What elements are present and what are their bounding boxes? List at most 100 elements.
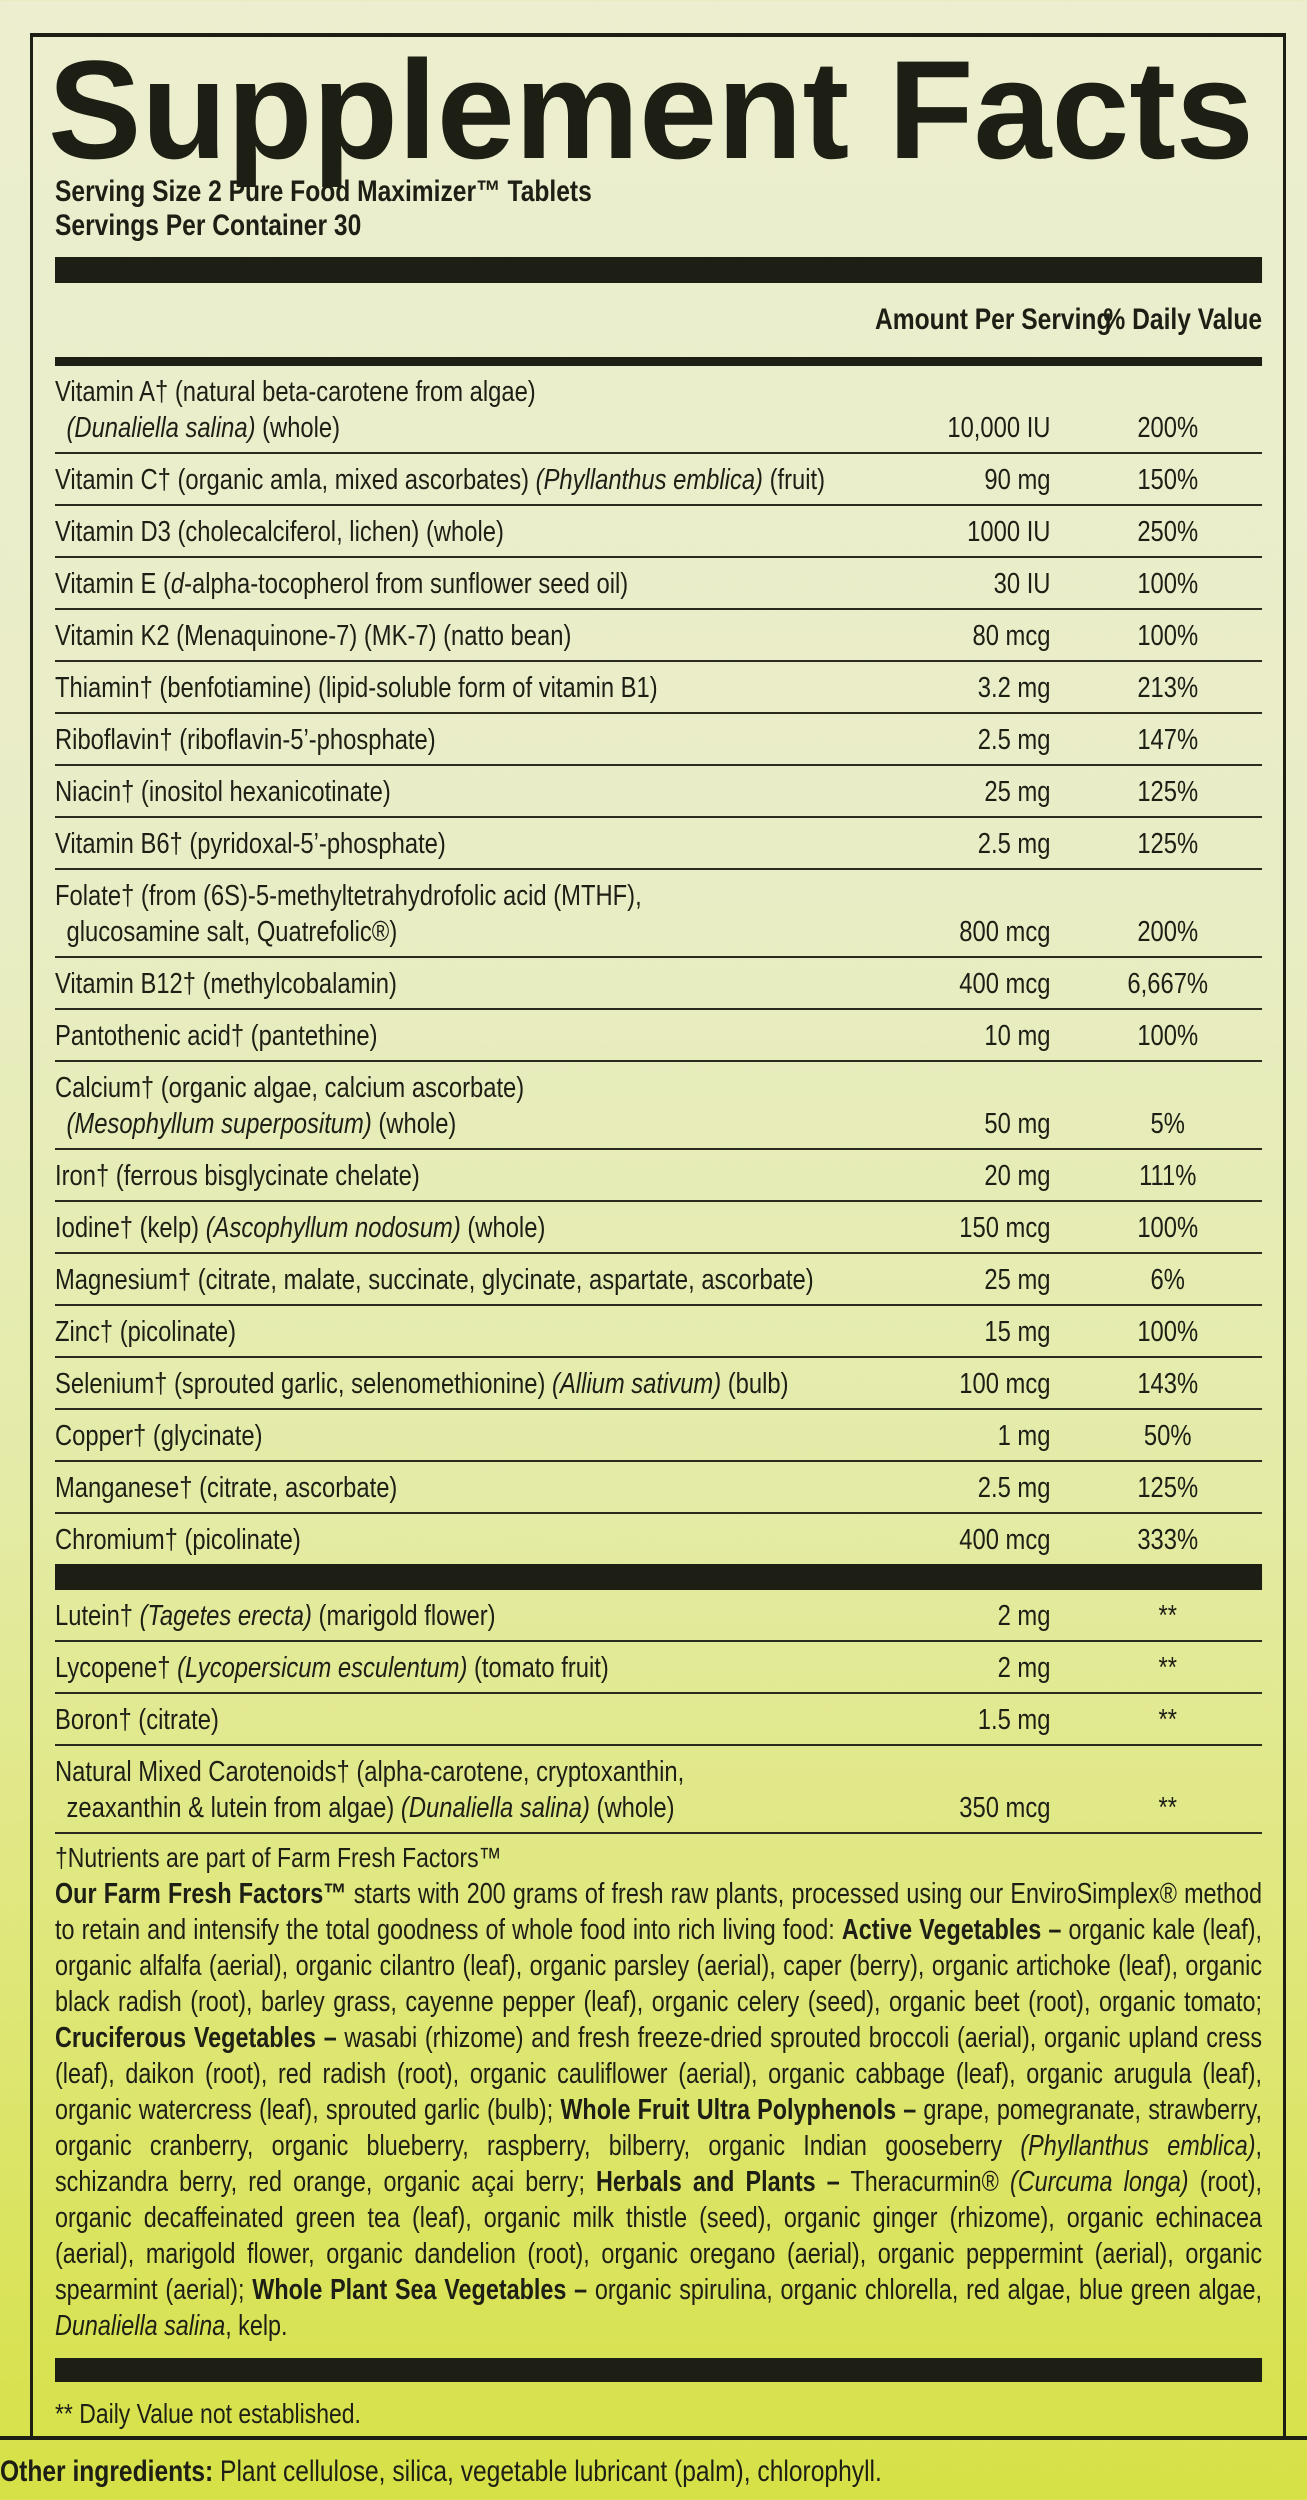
nutrient-name: (Dunaliella salina) (whole)	[55, 410, 870, 446]
row-divider	[55, 1512, 1263, 1514]
serving-size: Serving Size 2 Pure Food Maximizer™ Tabl…	[55, 175, 592, 208]
nutrient-name: Pantothenic acid† (pantethine)	[55, 1018, 870, 1054]
nutrient-row: Vitamin B12† (methylcobalamin) 400 mcg 6,6…	[55, 958, 1262, 1008]
row-divider	[55, 1832, 1263, 1834]
nutrient-row: Iodine† (kelp) (Ascophyllum nodosum) (wh…	[55, 1202, 1262, 1252]
nutrient-amount: 400 mcg	[959, 968, 1051, 1000]
nutrient-daily-value: 100%	[1137, 568, 1199, 600]
header-divider	[55, 357, 1263, 366]
nutrient-row: Vitamin K2 (Menaquinone-7) (MK-7) (natto…	[55, 610, 1262, 660]
nutrient-amount: 2 mg	[997, 1600, 1051, 1632]
nutrient-amount: 2 mg	[997, 1652, 1051, 1684]
row-divider	[55, 1008, 1263, 1010]
farm-fresh-description: Our Farm Fresh Factors™ starts with 200 …	[55, 1876, 1262, 2344]
nutrient-daily-value: 333%	[1137, 1524, 1199, 1556]
text-segment: Theracurmin®	[839, 2166, 1010, 2198]
nutrient-name: Vitamin D3 (cholecalciferol, lichen) (wh…	[55, 514, 870, 550]
row-divider	[55, 660, 1263, 662]
nutrient-row: Natural Mixed Carotenoids† (alpha-carote…	[55, 1746, 1262, 1832]
nutrient-daily-value: 50%	[1143, 1420, 1192, 1452]
text-segment: Vitamin D3 (cholecalciferol, lichen) (wh…	[55, 516, 504, 548]
nutrient-row: Chromium† (picolinate) 400 mcg 333%	[55, 1514, 1262, 1564]
text-segment: (Curcuma longa)	[1009, 2166, 1189, 2198]
nutrient-name: Magnesium† (citrate, malate, succinate, …	[55, 1262, 870, 1298]
text-segment: Chromium† (picolinate)	[55, 1524, 301, 1556]
nutrient-row: Folate† (from (6S)-5-methyltetrahydrofol…	[55, 870, 1262, 956]
nutrient-name: Vitamin C† (organic amla, mixed ascorbat…	[55, 462, 870, 498]
row-divider	[55, 868, 1263, 870]
nutrient-row: Thiamin† (benfotiamine) (lipid-soluble f…	[55, 662, 1262, 712]
nutrient-amount: 30 IU	[993, 568, 1051, 600]
text-segment: Vitamin B6† (pyridoxal-5’-phosphate)	[55, 828, 446, 860]
text-segment: Boron† (citrate)	[55, 1704, 219, 1736]
nutrient-daily-value: **	[1158, 1652, 1177, 1684]
nutrient-name: Chromium† (picolinate)	[55, 1522, 870, 1558]
row-divider	[55, 1460, 1263, 1462]
supplement-table: Amount Per Serving % Daily Value Vitamin…	[55, 257, 1262, 2442]
nutrient-daily-value: 100%	[1137, 1212, 1199, 1244]
nutrient-daily-value: **	[1158, 1600, 1177, 1632]
row-divider	[55, 1408, 1263, 1410]
text-segment: (whole)	[371, 1108, 457, 1140]
nutrient-name: (Mesophyllum superpositum) (whole)	[55, 1106, 870, 1142]
nutrient-amount: 150 mcg	[959, 1212, 1051, 1244]
row-divider	[55, 1148, 1263, 1150]
nutrient-name: Iodine† (kelp) (Ascophyllum nodosum) (wh…	[55, 1210, 870, 1246]
text-segment: (Phyllanthus emblica)	[1020, 2130, 1256, 2162]
nutrient-rows: Vitamin A† (natural beta-carotene from a…	[55, 366, 1263, 1564]
text-segment: Copper† (glycinate)	[55, 1420, 263, 1452]
nutrient-daily-value: 143%	[1137, 1368, 1199, 1400]
text-segment: Lutein†	[55, 1600, 140, 1632]
row-divider	[55, 1304, 1263, 1306]
text-segment: Zinc† (picolinate)	[55, 1316, 237, 1348]
label-title: Supplement Facts	[48, 31, 1254, 188]
text-segment: (fruit)	[762, 464, 826, 496]
text-segment: zeaxanthin & lutein from algae)	[66, 1792, 401, 1824]
nutrient-amount: 2.5 mg	[977, 724, 1051, 756]
nutrient-amount: 90 mg	[984, 464, 1051, 496]
text-segment: (Ascophyllum nodosum)	[205, 1212, 461, 1244]
dagger-footnote: †Nutrients are part of Farm Fresh Factor…	[55, 1842, 502, 1873]
nutrient-amount: 100 mcg	[959, 1368, 1051, 1400]
text-segment: (Dunaliella salina)	[400, 1792, 590, 1824]
text-segment: (marigold flower)	[311, 1600, 496, 1632]
text-segment: grape, pomegranate, strawberry, organic …	[55, 2094, 1263, 2162]
nutrient-row: Iron† (ferrous bisglycinate chelate) 20 m…	[55, 1150, 1262, 1200]
nutrient-name: Calcium† (organic algae, calcium ascorba…	[55, 1070, 870, 1106]
nutrient-name: Folate† (from (6S)-5-methyltetrahydrofol…	[55, 878, 870, 914]
nutrient-amount: 2.5 mg	[977, 828, 1051, 860]
nutrient-amount: 80 mcg	[972, 620, 1051, 652]
amount-header: Amount Per Serving	[875, 303, 1112, 336]
text-segment: (Tagetes erecta)	[139, 1600, 312, 1632]
text-segment: (root), organic decaffeinated green tea …	[55, 2166, 1263, 2306]
other-nutrient-rows: Lutein† (Tagetes erecta) (marigold flowe…	[55, 1590, 1263, 1832]
text-segment: Riboflavin† (riboflavin-5’-phosphate)	[55, 724, 436, 756]
thick-divider	[55, 2358, 1263, 2382]
nutrient-daily-value: 200%	[1137, 916, 1199, 948]
thick-divider	[55, 1564, 1263, 1590]
daily-value-header: % Daily Value	[1103, 303, 1263, 336]
nutrient-amount: 1.5 mg	[977, 1704, 1051, 1736]
text-segment: (Allium sativum)	[552, 1368, 722, 1400]
text-segment: Pantothenic acid† (pantethine)	[55, 1020, 378, 1052]
nutrient-amount: 2.5 mg	[977, 1472, 1051, 1504]
nutrient-amount: 350 mcg	[959, 1792, 1051, 1824]
text-segment: wasabi (rhizome) and fresh freeze-dried …	[55, 2022, 1263, 2126]
row-divider	[55, 504, 1263, 506]
nutrient-amount: 10,000 IU	[947, 412, 1051, 444]
nutrient-amount: 25 mg	[984, 1264, 1051, 1296]
nutrient-name: zeaxanthin & lutein from algae) (Dunalie…	[55, 1790, 870, 1826]
text-segment: (bulb)	[721, 1368, 789, 1400]
nutrient-daily-value: 5%	[1150, 1108, 1185, 1140]
row-divider	[55, 1356, 1263, 1358]
nutrient-daily-value: 111%	[1139, 1160, 1197, 1192]
text-segment: Our Farm Fresh Factors™	[55, 1878, 347, 1910]
nutrient-name: Vitamin B6† (pyridoxal-5’-phosphate)	[55, 826, 870, 862]
row-divider	[55, 608, 1263, 610]
text-segment: organic kale (leaf), organic alfalfa (ae…	[55, 1914, 1263, 2018]
nutrient-amount: 1000 IU	[967, 516, 1051, 548]
nutrient-daily-value: **	[1158, 1704, 1177, 1736]
text-segment: (whole)	[255, 412, 341, 444]
text-segment: Niacin† (inositol hexanicotinate)	[55, 776, 391, 808]
nutrient-row: Manganese† (citrate, ascorbate) 2.5 mg 125…	[55, 1462, 1262, 1512]
